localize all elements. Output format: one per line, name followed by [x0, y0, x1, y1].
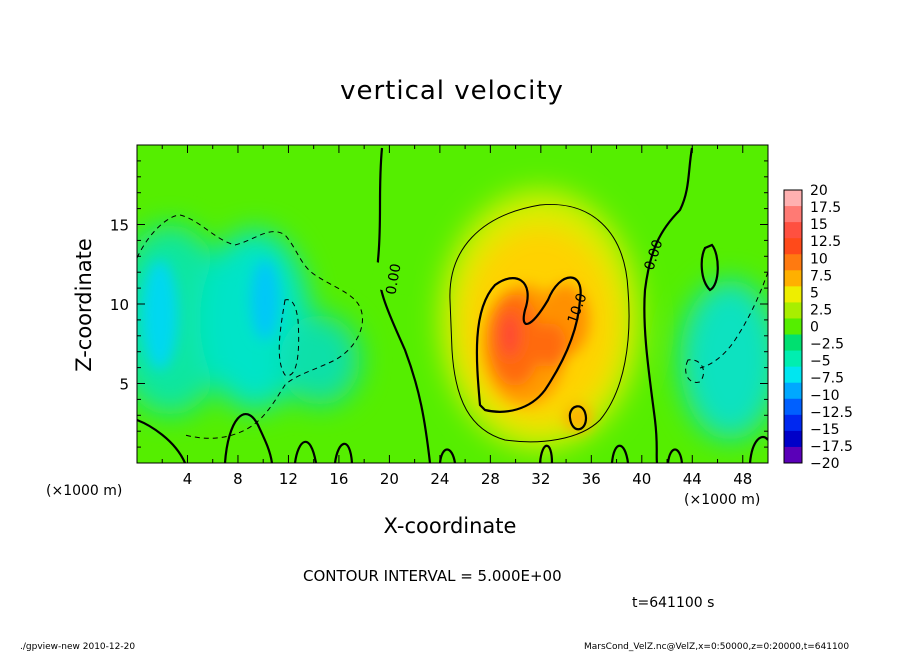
contour-zero-bottom1	[137, 418, 187, 463]
contour-ten	[475, 276, 582, 413]
y-tick-label: 5	[119, 376, 129, 394]
contour-zero-bottom4	[333, 442, 354, 463]
contour-zero-bottom9	[748, 435, 768, 463]
colorbar-swatch	[784, 350, 802, 368]
velocity-field	[137, 145, 768, 463]
contour-zero-bottom3	[293, 440, 318, 463]
y-tick-label: 10	[110, 296, 129, 314]
colorbar-swatch	[784, 270, 802, 287]
y-ticks: 5 10 15	[110, 160, 768, 448]
colorbar-label: 5	[810, 285, 819, 301]
colorbar-frame	[783, 189, 803, 464]
x-tick-label: 44	[683, 470, 702, 488]
colorbar-swatch	[784, 334, 802, 352]
contour-zero-bottom7	[610, 444, 630, 463]
x-tick-label: 24	[430, 470, 449, 488]
colorbar-swatch	[784, 398, 802, 416]
y-axis-unit: (×1000 m)	[46, 483, 123, 499]
x-ticks: 4 8 12 16 20 24 28 32 36 40 44 48	[161, 145, 752, 488]
x-tick-label: 48	[733, 470, 752, 488]
contour-neg-right	[699, 271, 768, 369]
x-tick-label: 32	[531, 470, 550, 488]
contour-neg-loop	[685, 359, 704, 383]
x-tick-label: 8	[233, 470, 243, 488]
time-label: t=641100 s	[632, 595, 715, 611]
footer-left: ./gpview-new 2010-12-20	[20, 642, 136, 652]
x-tick-label: 4	[183, 470, 193, 488]
x-tick-label: 28	[481, 470, 500, 488]
x-tick-label: 36	[582, 470, 601, 488]
colorbar-swatch	[784, 318, 802, 336]
contour-five	[449, 203, 630, 443]
colorbar-label: −20	[810, 456, 840, 472]
chart-title: vertical velocity	[340, 76, 564, 106]
colorbar-swatch	[784, 382, 802, 400]
colorbar-swatch	[784, 366, 802, 384]
contour-ten-small	[568, 405, 588, 431]
y-tick-label: 15	[110, 217, 129, 235]
colorbar-label: 15	[810, 217, 828, 233]
colorbar-label: −7.5	[810, 371, 844, 387]
colorbar-label: 20	[810, 183, 828, 199]
contour-zero-loop	[700, 243, 719, 292]
contour-zero-right	[643, 147, 694, 463]
contour-interval: CONTOUR INTERVAL = 5.000E+00	[303, 567, 562, 585]
colorbar-label: −10	[810, 388, 840, 404]
contour-zero-bottom5	[438, 448, 457, 463]
colorbar-swatch	[784, 446, 802, 464]
colorbar-swatch	[784, 238, 802, 255]
colorbar-swatch	[784, 414, 802, 432]
x-tick-label: 40	[632, 470, 651, 488]
contour-neg-left	[137, 214, 363, 439]
colorbar-swatch	[784, 430, 802, 448]
colorbar-label: 0	[810, 320, 819, 336]
footer-right: MarsCond_VelZ.nc@VelZ,x=0:50000,z=0:2000…	[584, 642, 850, 652]
colorbar-swatch	[784, 286, 802, 303]
colorbar-label: 12.5	[810, 234, 841, 250]
colorbar-swatch	[784, 302, 802, 319]
x-axis-label: X-coordinate	[383, 514, 517, 538]
x-axis-unit: (×1000 m)	[684, 492, 761, 508]
colorbar-label: 7.5	[810, 268, 832, 284]
colorbar-swatch	[784, 222, 802, 239]
colorbar-label: −17.5	[810, 439, 853, 455]
x-tick-label: 16	[329, 470, 348, 488]
colorbar-label: 10	[810, 251, 828, 267]
colorbar-label: −12.5	[810, 405, 853, 421]
contour-label-0-left: 0.00	[383, 262, 404, 295]
colorbar-label: −5	[810, 354, 831, 370]
contour-neg-loop2	[278, 299, 300, 376]
contour-lines	[137, 147, 768, 463]
colorbar-swatch	[784, 254, 802, 271]
contour-zero-bottom2	[223, 412, 274, 463]
colorbar-swatch	[784, 190, 802, 207]
contour-zero-left	[376, 147, 432, 463]
colorbar-label: −2.5	[810, 337, 844, 353]
contour-zero-bottom8	[666, 448, 684, 463]
colorbar-label: −15	[810, 422, 840, 438]
colorbar-swatch	[784, 206, 802, 223]
x-tick-label: 20	[380, 470, 399, 488]
colorbar-label: 17.5	[810, 200, 841, 216]
x-tick-label: 12	[279, 470, 298, 488]
colorbar-label: 2.5	[810, 302, 832, 318]
